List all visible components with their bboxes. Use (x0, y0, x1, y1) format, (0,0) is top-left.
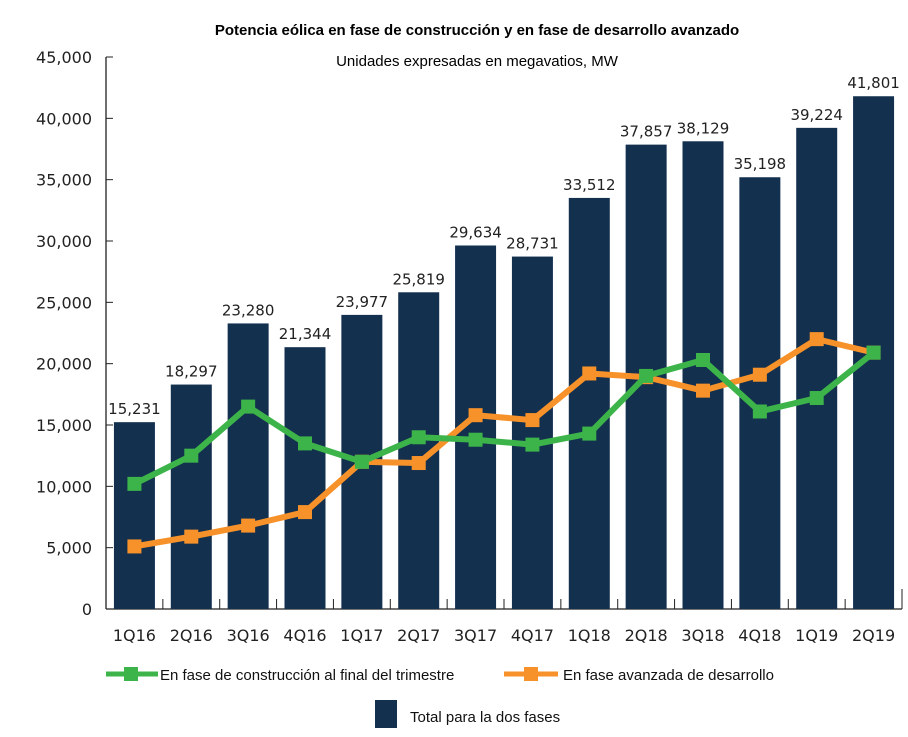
marker-construction-3Q16 (241, 399, 256, 414)
x-tick-label: 2Q16 (170, 626, 213, 645)
marker-construction-2Q19 (866, 345, 881, 360)
bar-4Q17 (511, 256, 553, 609)
x-tick-label: 1Q16 (113, 626, 156, 645)
bar-4Q18 (739, 177, 781, 610)
bar-value-label: 18,297 (165, 363, 218, 381)
legend-item-development: En fase avanzada de desarrollo (504, 667, 774, 684)
chart-title: Potencia eólica en fase de construcción … (215, 22, 739, 39)
legend-swatch-total (375, 700, 397, 728)
marker-construction-4Q17 (525, 437, 540, 452)
bar-value-label: 33,512 (563, 176, 616, 194)
legend-item-construction: En fase de construcción al final del tri… (106, 667, 454, 684)
x-tick-label: 3Q17 (454, 626, 497, 645)
marker-development-2Q17 (411, 456, 426, 471)
bar-1Q18 (568, 197, 610, 609)
y-tick-label: 10,000 (36, 477, 92, 496)
y-tick-label: 5,000 (46, 539, 92, 558)
chart-subtitle: Unidades expresadas en megavatios, MW (336, 53, 619, 70)
x-tick-label: 4Q17 (511, 626, 554, 645)
marker-construction-3Q18 (696, 352, 710, 367)
marker-development-4Q18 (752, 367, 767, 382)
x-tick-label: 4Q16 (283, 626, 326, 645)
x-tick-label: 3Q18 (681, 626, 724, 645)
bar-4Q16 (284, 347, 326, 609)
y-tick-label: 40,000 (36, 109, 92, 128)
bar-2Q16 (170, 384, 212, 609)
marker-construction-1Q19 (809, 391, 824, 406)
y-tick-label: 25,000 (36, 293, 92, 312)
x-tick-label: 2Q19 (852, 626, 895, 645)
bar-value-label: 25,819 (392, 270, 445, 288)
marker-construction-2Q16 (184, 448, 199, 463)
legend: En fase de construcción al final del tri… (106, 667, 774, 728)
legend-marker-construction (124, 667, 138, 681)
y-tick-label: 35,000 (36, 171, 92, 190)
line-development (133, 336, 875, 550)
bar-value-label: 41,801 (847, 74, 900, 92)
y-tick-label: 20,000 (36, 355, 92, 374)
legend-label-total: Total para la dos fases (410, 709, 560, 726)
x-tick-label: 2Q17 (397, 626, 440, 645)
legend-item-total: Total para la dos fases (375, 700, 560, 728)
x-tick-label: 1Q18 (568, 626, 611, 645)
bar-value-label: 35,198 (734, 155, 787, 173)
bar-value-label: 38,129 (677, 119, 730, 137)
x-tick-label: 4Q18 (738, 626, 781, 645)
marker-development-1Q19 (809, 332, 824, 347)
marker-development-4Q17 (525, 413, 540, 428)
bar-value-label: 28,731 (506, 235, 559, 253)
y-tick-labels: 0 5,000 10,000 15,000 20,000 25,000 30,000 35,0… (36, 48, 92, 619)
x-tick-label: 1Q17 (340, 626, 383, 645)
marker-development-1Q18 (582, 366, 597, 381)
bar-3Q16 (227, 323, 269, 609)
bar-1Q19 (796, 127, 838, 609)
y-tick-label: 0 (82, 600, 92, 619)
x-tick-label: 3Q16 (227, 626, 270, 645)
legend-label-development: En fase avanzada de desarrollo (563, 667, 774, 684)
marker-construction-4Q16 (298, 436, 312, 451)
marker-construction-2Q18 (639, 368, 654, 383)
bar-value-label: 15,231 (108, 400, 161, 418)
bar-value-label: 23,280 (222, 301, 275, 319)
marker-construction-1Q17 (354, 454, 369, 469)
marker-development-3Q16 (241, 518, 256, 533)
bars (113, 96, 895, 610)
y-tick-label: 30,000 (36, 232, 92, 251)
bar-1Q16 (113, 422, 155, 609)
marker-development-4Q16 (298, 505, 312, 520)
marker-construction-2Q17 (411, 430, 426, 445)
bar-value-label: 37,857 (620, 123, 673, 141)
y-tick-label: 45,000 (36, 48, 92, 67)
bar-value-label: 21,344 (279, 325, 332, 343)
y-tick-label: 15,000 (36, 416, 92, 435)
marker-construction-1Q16 (127, 476, 142, 491)
line-construction (133, 350, 876, 487)
x-tick-label: 2Q18 (625, 626, 668, 645)
marker-development-3Q17 (468, 408, 483, 423)
marker-construction-3Q17 (468, 432, 483, 447)
legend-label-construction: En fase de construcción al final del tri… (160, 667, 454, 684)
marker-construction-4Q18 (752, 404, 767, 419)
marker-development-2Q16 (184, 529, 199, 544)
marker-development-1Q16 (127, 539, 142, 554)
x-tick-label: 1Q19 (795, 626, 838, 645)
bar-value-label: 29,634 (449, 223, 502, 241)
marker-development-3Q18 (696, 383, 710, 398)
axes (105, 56, 903, 610)
x-tick-labels: 1Q16 2Q16 3Q16 4Q16 1Q17 2Q17 3Q17 4Q17 1Q18 2Q18… (113, 626, 895, 645)
lines (127, 332, 881, 554)
marker-construction-1Q18 (582, 426, 597, 441)
bar-value-label: 23,977 (336, 293, 389, 311)
legend-marker-development (524, 667, 538, 681)
bar-value-label: 39,224 (790, 106, 843, 124)
